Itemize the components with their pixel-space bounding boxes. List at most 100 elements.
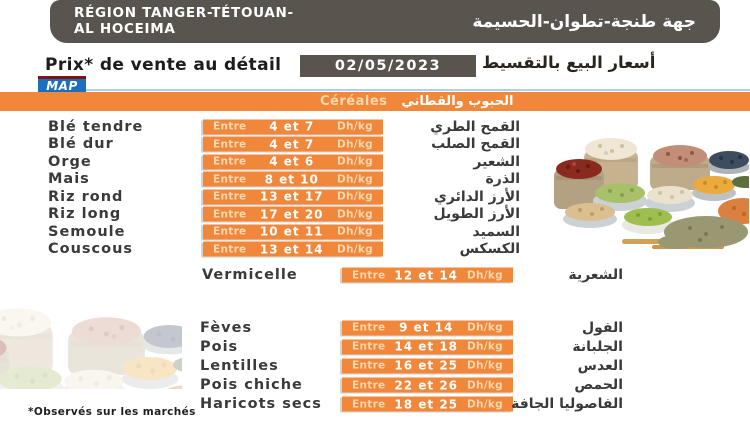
price-range-value: 4 et 7 (269, 137, 315, 152)
price-range-value: 4 et 7 (269, 119, 315, 134)
price-row: Mais Entre 8 et 10 Dh/kg الذرة (48, 171, 520, 189)
unit-label: Dh/kg (336, 120, 373, 133)
product-name-fr: Pois chiche (200, 377, 303, 394)
product-name-ar: الأرز الطويل (433, 206, 520, 223)
product-name-fr: Blé dur (48, 136, 114, 153)
product-name-fr: Riz rond (48, 188, 124, 205)
region-title-fr: RÉGION TANGER-TÉTOUAN- AL HOCEIMA (74, 4, 294, 37)
legumes-price-table: Fèves Entre 9 et 14 Dh/kg الفول Pois Ent… (200, 318, 623, 414)
unit-label: Dh/kg (336, 173, 373, 186)
entre-label: Entre (213, 173, 247, 186)
legumes-grains-photo (553, 112, 750, 258)
price-range-pill: Entre 18 et 25 Dh/kg (342, 396, 513, 412)
entre-label: Entre (352, 321, 386, 334)
price-range-pill: Entre 16 et 25 Dh/kg (342, 358, 513, 374)
price-row: Riz rond Entre 13 et 17 Dh/kg الأرز الدا… (48, 188, 520, 206)
entre-label: Entre (213, 225, 247, 238)
product-name-ar: الحمص (574, 377, 623, 394)
entre-label: Entre (213, 155, 247, 168)
page-title-fr: Prix* de vente au détail (45, 55, 282, 75)
region-title-ar: جهة طنجة-تطوان-الحسيمة (472, 11, 696, 32)
price-range-pill: Entre 10 et 11 Dh/kg (203, 224, 383, 240)
unit-label: Dh/kg (466, 359, 503, 372)
price-row: Blé tendre Entre 4 et 7 Dh/kg القمح الطر… (48, 118, 520, 136)
price-row: Riz long Entre 17 et 20 Dh/kg الأرز الطو… (48, 206, 520, 224)
section-band-cereales: Céréales الحبوب والقطاني (0, 92, 750, 111)
map-logo: MAP (38, 76, 86, 93)
price-range-value: 14 et 18 (394, 339, 459, 354)
entre-label: Entre (213, 138, 247, 151)
price-range-pill: Entre 4 et 6 Dh/kg (203, 154, 383, 170)
price-range-value: 22 et 26 (394, 378, 459, 393)
price-range-pill: Entre 8 et 10 Dh/kg (203, 171, 383, 187)
price-row: Semoule Entre 10 et 11 Dh/kg السميد (48, 223, 520, 241)
price-range-pill: Entre 12 et 14 Dh/kg (342, 267, 513, 283)
product-name-ar: العدس (577, 357, 623, 374)
price-row: Vermicelle Entre 12 et 14 Dh/kg الشعرية (202, 266, 623, 284)
product-name-ar: الفاصوليا الجافة (511, 396, 623, 413)
price-row: Couscous Entre 13 et 14 Dh/kg الكسكس (48, 241, 520, 259)
entre-label: Entre (352, 359, 386, 372)
price-row: Orge Entre 4 et 6 Dh/kg الشعير (48, 153, 520, 171)
unit-label: Dh/kg (336, 190, 373, 203)
product-name-fr: Vermicelle (202, 267, 298, 283)
entre-label: Entre (352, 379, 386, 392)
price-row: Haricots secs Entre 18 et 25 Dh/kg الفاص… (200, 395, 623, 414)
unit-label: Dh/kg (336, 208, 373, 221)
price-range-value: 4 et 6 (269, 154, 315, 169)
entre-label: Entre (352, 398, 386, 411)
price-range-value: 13 et 14 (259, 242, 324, 257)
product-name-fr: Couscous (48, 241, 134, 258)
unit-label: Dh/kg (466, 398, 503, 411)
entre-label: Entre (352, 340, 386, 353)
price-range-pill: Entre 17 et 20 Dh/kg (203, 206, 383, 222)
product-name-fr: Pois (200, 338, 239, 355)
vermicelle-price-row-group: Vermicelle Entre 12 et 14 Dh/kg الشعرية (202, 266, 623, 284)
section-title-ar: الحبوب والقطاني (401, 94, 514, 109)
section-title-fr: Céréales (320, 94, 388, 109)
product-name-ar: الكسكس (459, 241, 520, 258)
region-header-bar: RÉGION TANGER-TÉTOUAN- AL HOCEIMA جهة طن… (50, 0, 720, 43)
unit-label: Dh/kg (336, 225, 373, 238)
product-name-ar: الشعير (473, 153, 520, 170)
entre-label: Entre (213, 120, 247, 133)
unit-label: Dh/kg (336, 243, 373, 256)
product-name-ar: الفول (581, 319, 623, 336)
price-row: Pois Entre 14 et 18 Dh/kg الجلبانة (200, 337, 623, 356)
product-name-ar: القمح الطري (430, 118, 520, 135)
legumes-grains-photo-faded (0, 289, 182, 389)
price-row: Blé dur Entre 4 et 7 Dh/kg القمح الصلب (48, 136, 520, 154)
price-range-value: 18 et 25 (394, 397, 459, 412)
product-name-ar: الذرة (485, 171, 520, 188)
date-badge: 02/05/2023 (300, 55, 476, 77)
unit-label: Dh/kg (466, 379, 503, 392)
price-range-value: 12 et 14 (394, 268, 459, 282)
price-range-value: 9 et 14 (399, 320, 454, 335)
product-name-fr: Orge (48, 153, 92, 170)
price-range-pill: Entre 22 et 26 Dh/kg (342, 377, 513, 393)
page-title-ar: أسعار البيع بالتقسيط (482, 53, 656, 72)
price-range-pill: Entre 9 et 14 Dh/kg (342, 320, 513, 336)
unit-label: Dh/kg (336, 138, 373, 151)
product-name-ar: السميد (472, 223, 521, 240)
entre-label: Entre (352, 269, 386, 281)
product-name-ar: الشعرية (568, 267, 623, 283)
unit-label: Dh/kg (466, 340, 503, 353)
unit-label: Dh/kg (336, 155, 373, 168)
price-row: Fèves Entre 9 et 14 Dh/kg الفول (200, 318, 623, 337)
price-row: Pois chiche Entre 22 et 26 Dh/kg الحمص (200, 376, 623, 395)
product-name-fr: Semoule (48, 223, 126, 240)
price-range-value: 16 et 25 (394, 358, 459, 373)
price-row: Lentilles Entre 16 et 25 Dh/kg العدس (200, 356, 623, 375)
product-name-ar: الجلبانة (572, 338, 623, 355)
product-name-fr: Haricots secs (200, 396, 322, 413)
brand-underline (86, 89, 750, 91)
product-name-fr: Mais (48, 171, 90, 188)
product-name-ar: القمح الصلب (431, 136, 520, 153)
price-range-pill: Entre 13 et 17 Dh/kg (203, 189, 383, 205)
product-name-fr: Lentilles (200, 357, 279, 374)
unit-label: Dh/kg (466, 321, 503, 334)
cereales-price-table: Blé tendre Entre 4 et 7 Dh/kg القمح الطر… (48, 118, 520, 258)
price-range-value: 8 et 10 (264, 172, 319, 187)
